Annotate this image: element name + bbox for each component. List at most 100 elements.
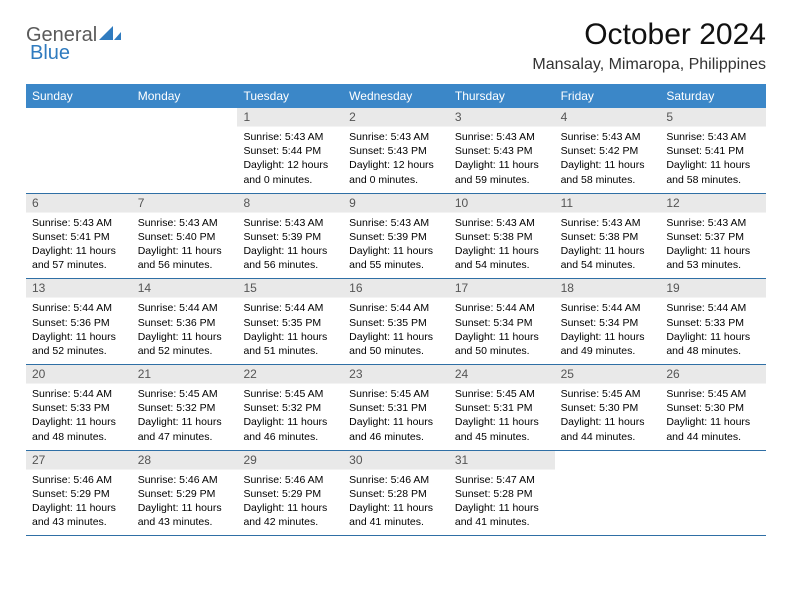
day-cell: 11Sunrise: 5:43 AMSunset: 5:38 PMDayligh…: [555, 194, 661, 279]
day-number: 19: [660, 279, 766, 298]
month-title: October 2024: [532, 18, 766, 52]
title-block: October 2024 Mansalay, Mimaropa, Philipp…: [532, 18, 766, 74]
day-cell: 18Sunrise: 5:44 AMSunset: 5:34 PMDayligh…: [555, 279, 661, 364]
sunset-text: Sunset: 5:28 PM: [349, 487, 443, 501]
day-cell: 16Sunrise: 5:44 AMSunset: 5:35 PMDayligh…: [343, 279, 449, 364]
day-number: 25: [555, 365, 661, 384]
day-number: 1: [237, 108, 343, 127]
sunrise-text: Sunrise: 5:47 AM: [455, 473, 549, 487]
day-info: Sunrise: 5:45 AMSunset: 5:31 PMDaylight:…: [343, 384, 449, 450]
daylight-text: Daylight: 11 hours and 53 minutes.: [666, 244, 760, 272]
sunset-text: Sunset: 5:32 PM: [243, 401, 337, 415]
sunset-text: Sunset: 5:29 PM: [138, 487, 232, 501]
sunrise-text: Sunrise: 5:43 AM: [561, 216, 655, 230]
day-cell: 26Sunrise: 5:45 AMSunset: 5:30 PMDayligh…: [660, 365, 766, 450]
daylight-text: Daylight: 11 hours and 41 minutes.: [349, 501, 443, 529]
sunrise-text: Sunrise: 5:45 AM: [455, 387, 549, 401]
week-row: 27Sunrise: 5:46 AMSunset: 5:29 PMDayligh…: [26, 451, 766, 537]
daylight-text: Daylight: 11 hours and 58 minutes.: [561, 158, 655, 186]
sunrise-text: Sunrise: 5:46 AM: [243, 473, 337, 487]
daylight-text: Daylight: 11 hours and 54 minutes.: [455, 244, 549, 272]
day-info: Sunrise: 5:46 AMSunset: 5:28 PMDaylight:…: [343, 470, 449, 536]
day-cell: 20Sunrise: 5:44 AMSunset: 5:33 PMDayligh…: [26, 365, 132, 450]
day-number: 9: [343, 194, 449, 213]
day-number: 10: [449, 194, 555, 213]
day-info: Sunrise: 5:43 AMSunset: 5:41 PMDaylight:…: [26, 213, 132, 279]
sunrise-text: Sunrise: 5:45 AM: [138, 387, 232, 401]
day-header: Thursday: [449, 84, 555, 108]
day-number: 6: [26, 194, 132, 213]
day-info: Sunrise: 5:43 AMSunset: 5:43 PMDaylight:…: [343, 127, 449, 193]
day-cell: .: [660, 451, 766, 536]
day-info: Sunrise: 5:43 AMSunset: 5:38 PMDaylight:…: [449, 213, 555, 279]
sunset-text: Sunset: 5:36 PM: [138, 316, 232, 330]
sunset-text: Sunset: 5:35 PM: [243, 316, 337, 330]
sunset-text: Sunset: 5:29 PM: [32, 487, 126, 501]
day-cell: 5Sunrise: 5:43 AMSunset: 5:41 PMDaylight…: [660, 108, 766, 193]
sunset-text: Sunset: 5:43 PM: [349, 144, 443, 158]
header: General October 2024 Mansalay, Mimaropa,…: [26, 18, 766, 74]
daylight-text: Daylight: 11 hours and 50 minutes.: [349, 330, 443, 358]
sunset-text: Sunset: 5:28 PM: [455, 487, 549, 501]
sunrise-text: Sunrise: 5:43 AM: [455, 130, 549, 144]
sunset-text: Sunset: 5:38 PM: [455, 230, 549, 244]
day-info: Sunrise: 5:43 AMSunset: 5:43 PMDaylight:…: [449, 127, 555, 193]
day-cell: 3Sunrise: 5:43 AMSunset: 5:43 PMDaylight…: [449, 108, 555, 193]
day-number: 11: [555, 194, 661, 213]
day-info: Sunrise: 5:45 AMSunset: 5:30 PMDaylight:…: [555, 384, 661, 450]
logo-text-blue: Blue: [30, 42, 70, 64]
day-cell: 29Sunrise: 5:46 AMSunset: 5:29 PMDayligh…: [237, 451, 343, 536]
sunrise-text: Sunrise: 5:44 AM: [666, 301, 760, 315]
sunset-text: Sunset: 5:37 PM: [666, 230, 760, 244]
day-number: 15: [237, 279, 343, 298]
day-cell: 10Sunrise: 5:43 AMSunset: 5:38 PMDayligh…: [449, 194, 555, 279]
week-row: 13Sunrise: 5:44 AMSunset: 5:36 PMDayligh…: [26, 279, 766, 365]
day-cell: 4Sunrise: 5:43 AMSunset: 5:42 PMDaylight…: [555, 108, 661, 193]
day-info: Sunrise: 5:44 AMSunset: 5:35 PMDaylight:…: [343, 298, 449, 364]
day-info: Sunrise: 5:44 AMSunset: 5:36 PMDaylight:…: [132, 298, 238, 364]
daylight-text: Daylight: 11 hours and 44 minutes.: [666, 415, 760, 443]
sunrise-text: Sunrise: 5:43 AM: [32, 216, 126, 230]
day-cell: 9Sunrise: 5:43 AMSunset: 5:39 PMDaylight…: [343, 194, 449, 279]
day-number: 3: [449, 108, 555, 127]
daylight-text: Daylight: 11 hours and 54 minutes.: [561, 244, 655, 272]
day-info: Sunrise: 5:45 AMSunset: 5:30 PMDaylight:…: [660, 384, 766, 450]
daylight-text: Daylight: 11 hours and 49 minutes.: [561, 330, 655, 358]
day-header: Monday: [132, 84, 238, 108]
daylight-text: Daylight: 11 hours and 55 minutes.: [349, 244, 443, 272]
sunrise-text: Sunrise: 5:44 AM: [561, 301, 655, 315]
daylight-text: Daylight: 11 hours and 57 minutes.: [32, 244, 126, 272]
day-header: Wednesday: [343, 84, 449, 108]
week-row: 20Sunrise: 5:44 AMSunset: 5:33 PMDayligh…: [26, 365, 766, 451]
sunrise-text: Sunrise: 5:46 AM: [32, 473, 126, 487]
sunrise-text: Sunrise: 5:44 AM: [349, 301, 443, 315]
day-info: Sunrise: 5:43 AMSunset: 5:38 PMDaylight:…: [555, 213, 661, 279]
day-cell: 6Sunrise: 5:43 AMSunset: 5:41 PMDaylight…: [26, 194, 132, 279]
daylight-text: Daylight: 11 hours and 43 minutes.: [138, 501, 232, 529]
sunrise-text: Sunrise: 5:43 AM: [243, 130, 337, 144]
day-number: 7: [132, 194, 238, 213]
sunrise-text: Sunrise: 5:43 AM: [349, 130, 443, 144]
day-header-row: Sunday Monday Tuesday Wednesday Thursday…: [26, 84, 766, 108]
sunrise-text: Sunrise: 5:45 AM: [561, 387, 655, 401]
day-info: Sunrise: 5:43 AMSunset: 5:42 PMDaylight:…: [555, 127, 661, 193]
day-info: Sunrise: 5:46 AMSunset: 5:29 PMDaylight:…: [26, 470, 132, 536]
day-info: Sunrise: 5:47 AMSunset: 5:28 PMDaylight:…: [449, 470, 555, 536]
day-number: 12: [660, 194, 766, 213]
day-cell: 28Sunrise: 5:46 AMSunset: 5:29 PMDayligh…: [132, 451, 238, 536]
daylight-text: Daylight: 11 hours and 47 minutes.: [138, 415, 232, 443]
day-number: 29: [237, 451, 343, 470]
day-cell: 8Sunrise: 5:43 AMSunset: 5:39 PMDaylight…: [237, 194, 343, 279]
daylight-text: Daylight: 11 hours and 43 minutes.: [32, 501, 126, 529]
sunset-text: Sunset: 5:41 PM: [666, 144, 760, 158]
day-number: 16: [343, 279, 449, 298]
day-header: Tuesday: [237, 84, 343, 108]
sunrise-text: Sunrise: 5:43 AM: [455, 216, 549, 230]
sunrise-text: Sunrise: 5:43 AM: [561, 130, 655, 144]
day-info: Sunrise: 5:44 AMSunset: 5:35 PMDaylight:…: [237, 298, 343, 364]
sunrise-text: Sunrise: 5:43 AM: [666, 130, 760, 144]
day-cell: 22Sunrise: 5:45 AMSunset: 5:32 PMDayligh…: [237, 365, 343, 450]
daylight-text: Daylight: 11 hours and 42 minutes.: [243, 501, 337, 529]
sunrise-text: Sunrise: 5:43 AM: [138, 216, 232, 230]
daylight-text: Daylight: 11 hours and 58 minutes.: [666, 158, 760, 186]
